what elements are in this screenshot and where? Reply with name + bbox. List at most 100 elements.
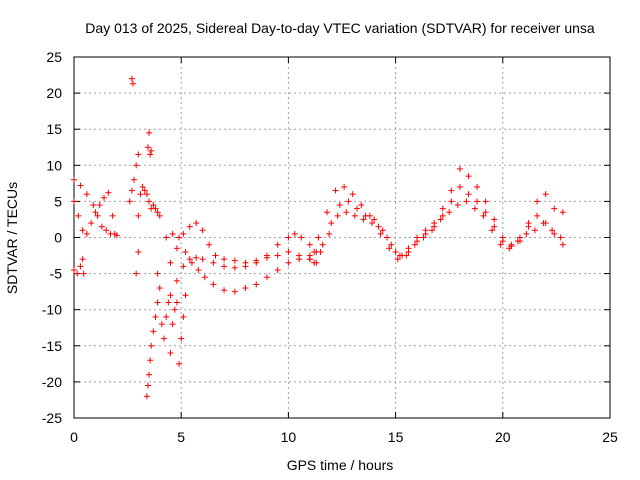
data-point xyxy=(176,360,183,367)
data-point xyxy=(542,191,549,198)
data-point xyxy=(152,205,159,212)
data-point xyxy=(139,183,146,190)
data-point xyxy=(482,209,489,216)
data-point xyxy=(90,202,97,209)
data-point xyxy=(156,285,163,292)
data-point xyxy=(96,202,103,209)
data-point xyxy=(491,216,498,223)
data-point xyxy=(141,187,148,194)
data-point xyxy=(336,202,343,209)
data-point xyxy=(143,191,150,198)
data-point xyxy=(150,202,157,209)
data-point xyxy=(221,287,228,294)
data-point xyxy=(186,223,193,230)
data-point xyxy=(497,241,504,248)
data-point xyxy=(317,248,324,255)
data-point xyxy=(173,277,180,284)
data-point xyxy=(448,187,455,194)
data-point xyxy=(193,220,200,227)
data-point xyxy=(549,227,556,234)
data-point xyxy=(349,191,356,198)
data-point xyxy=(465,173,472,180)
data-point xyxy=(109,212,116,219)
data-point xyxy=(345,198,352,205)
data-point xyxy=(311,259,318,266)
data-point xyxy=(439,212,446,219)
data-point xyxy=(167,259,174,266)
data-point xyxy=(126,198,133,205)
y-tick-label: -25 xyxy=(42,410,62,426)
data-point xyxy=(285,248,292,255)
x-axis-label: GPS time / hours xyxy=(287,457,394,473)
data-point xyxy=(351,212,358,219)
data-point xyxy=(169,321,176,328)
data-point xyxy=(180,263,187,270)
data-point xyxy=(499,238,506,245)
data-point xyxy=(343,209,350,216)
data-point xyxy=(420,234,427,241)
y-axis-ticks: -25 -20 -15 -10 -5 0 5 10 15 20 25 xyxy=(42,49,610,426)
data-point xyxy=(448,198,455,205)
data-point xyxy=(137,191,144,198)
data-point xyxy=(540,220,547,227)
data-point xyxy=(176,234,183,241)
y-tick-label: -20 xyxy=(42,374,62,390)
data-point xyxy=(489,227,496,234)
y-tick-label: -15 xyxy=(42,338,62,354)
data-point xyxy=(101,194,108,201)
data-point xyxy=(242,285,249,292)
data-point xyxy=(182,292,189,299)
data-point xyxy=(165,299,172,306)
data-point xyxy=(154,209,161,216)
data-point xyxy=(431,223,438,230)
data-point xyxy=(128,75,135,82)
data-point xyxy=(306,256,313,263)
chart-title: Day 013 of 2025, Sidereal Day-to-day VTE… xyxy=(85,20,595,36)
data-point xyxy=(411,241,418,248)
y-tick-label: 20 xyxy=(46,85,62,101)
data-point xyxy=(147,151,154,158)
y-axis-label: SDTVAR / TECUs xyxy=(4,182,20,294)
data-point xyxy=(323,209,330,216)
data-point xyxy=(534,198,541,205)
data-point xyxy=(92,209,99,216)
data-point xyxy=(388,241,395,248)
data-point xyxy=(362,212,369,219)
data-point xyxy=(414,238,421,245)
data-point xyxy=(94,212,101,219)
data-point xyxy=(171,306,178,313)
data-point xyxy=(167,350,174,357)
data-point xyxy=(263,252,270,259)
data-point xyxy=(144,382,151,389)
data-point xyxy=(163,313,170,320)
data-point xyxy=(135,151,142,158)
data-point xyxy=(506,245,513,252)
data-point xyxy=(147,357,154,364)
data-point xyxy=(429,227,436,234)
data-point xyxy=(193,254,200,261)
data-point xyxy=(231,264,238,271)
data-point xyxy=(231,257,238,264)
data-point xyxy=(375,223,382,230)
data-point xyxy=(163,234,170,241)
data-point xyxy=(341,183,348,190)
y-tick-label: -10 xyxy=(42,302,62,318)
y-tick-label: 25 xyxy=(46,49,62,65)
data-point xyxy=(135,212,142,219)
data-point xyxy=(471,205,478,212)
data-point xyxy=(178,335,185,342)
data-point xyxy=(306,241,313,248)
data-point xyxy=(456,183,463,190)
data-point xyxy=(531,227,538,234)
data-point xyxy=(516,234,523,241)
x-tick-label: 5 xyxy=(177,429,185,445)
data-point xyxy=(319,241,326,248)
x-tick-label: 20 xyxy=(495,429,511,445)
data-point xyxy=(454,202,461,209)
y-tick-label: 0 xyxy=(54,230,62,246)
data-point xyxy=(180,230,187,237)
data-point xyxy=(80,270,87,277)
data-point xyxy=(274,241,281,248)
data-point xyxy=(71,198,77,205)
